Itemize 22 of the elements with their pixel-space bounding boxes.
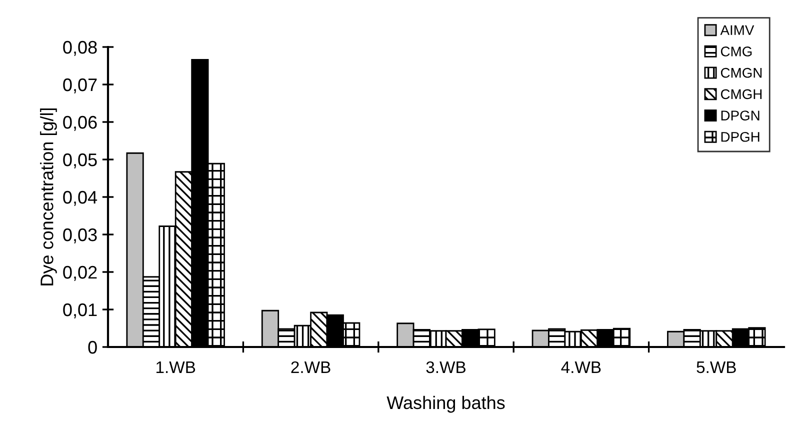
- y-tick-label: 0,05: [63, 153, 97, 168]
- x-tick-label: 4.WB: [561, 362, 601, 373]
- x-axis-title: Washing baths: [386, 396, 505, 413]
- legend-label: CMG: [720, 46, 752, 56]
- y-tick-label: 0,07: [63, 78, 97, 94]
- y-axis-title: Dye concentration [g/l]: [40, 108, 57, 286]
- y-tick-label: 0,01: [63, 303, 97, 318]
- legend-label: CMGN: [720, 68, 762, 78]
- legend-label: CMGH: [720, 89, 762, 100]
- x-tick-label: 3.WB: [426, 361, 466, 374]
- legend-label: AIMV: [720, 25, 754, 35]
- legend-label: DPGN: [721, 110, 760, 120]
- y-tick-label: 0,02: [63, 266, 97, 281]
- x-tick-label: 5.WB: [696, 362, 736, 374]
- y-tick-label: 0,06: [63, 116, 97, 131]
- x-tick-label: 2.WB: [291, 361, 330, 373]
- y-tick-label: 0,08: [63, 40, 97, 56]
- legend-label: DPGH: [721, 132, 760, 142]
- x-tick-label: 1.WB: [156, 362, 196, 373]
- y-tick-label: 0,04: [63, 190, 98, 206]
- y-tick-label: 0: [88, 340, 97, 354]
- y-tick-label: 0,03: [63, 228, 97, 244]
